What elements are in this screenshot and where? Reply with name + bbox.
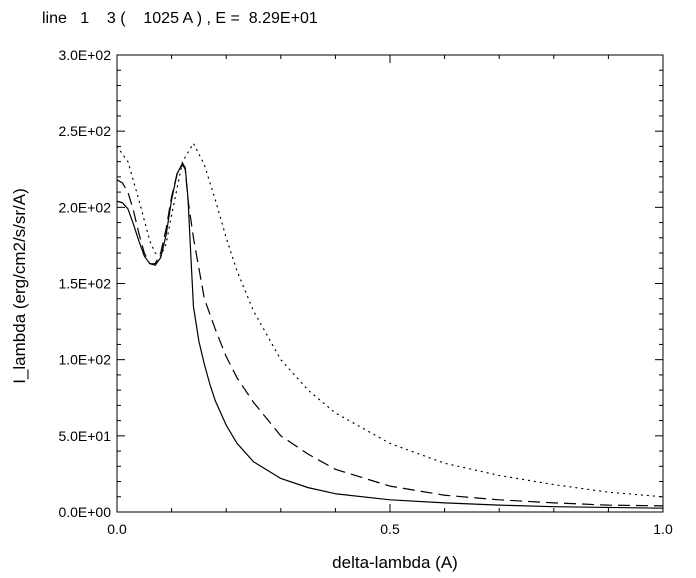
plot-area: 0.0E+00 5.0E+01 1.0E+02 1.5E+02 2.0E+02 2.5E+… [58, 47, 673, 537]
chart-title: line 1 3 ( 1025 A ) , E = 8.29E+01 [42, 10, 318, 27]
y-axis-title: I_lambda (erg/cm2/s/sr/A) [10, 188, 29, 384]
y-tick-label: 1.5E+02 [58, 276, 111, 292]
x-tick-label: 0.0 [107, 521, 127, 537]
x-tick-label: 1.0 [653, 521, 673, 537]
y-tick-label: 0.0E+00 [58, 504, 111, 520]
y-tick-label: 2.5E+02 [58, 123, 111, 139]
y-tick-label: 2.0E+02 [58, 199, 111, 215]
x-axis-title: delta-lambda (A) [332, 553, 458, 572]
series-line-solid [116, 162, 664, 509]
y-tick-label: 3.0E+02 [58, 47, 111, 63]
series-line-dotted [116, 142, 664, 498]
series-line-dashed [116, 164, 664, 507]
x-tick-label: 0.5 [380, 521, 400, 537]
y-tick-label: 5.0E+01 [58, 428, 111, 444]
y-tick-label: 1.0E+02 [58, 352, 111, 368]
